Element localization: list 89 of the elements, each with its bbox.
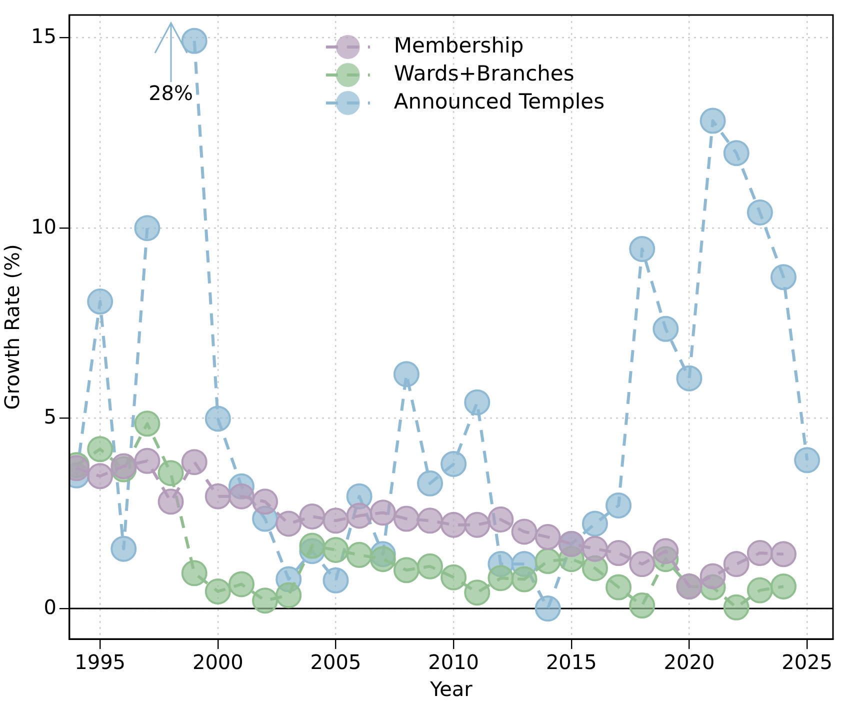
point (746, 577, 773, 604)
point (276, 582, 302, 608)
point (252, 488, 278, 515)
point (652, 316, 679, 342)
point (511, 518, 538, 545)
point (770, 573, 797, 600)
x-tick-label: 2010 (428, 650, 480, 674)
point (770, 264, 797, 290)
point (204, 406, 231, 432)
point (346, 502, 372, 529)
y-axis-title: Growth Rate (%) (0, 244, 24, 410)
point (322, 508, 349, 534)
point (676, 365, 702, 392)
point (322, 567, 349, 594)
point (488, 506, 514, 533)
point (606, 574, 632, 600)
point (228, 483, 254, 510)
point (582, 536, 608, 562)
x-tick-label: 1995 (74, 650, 126, 674)
point (87, 463, 114, 490)
point (534, 596, 561, 622)
point (417, 553, 444, 580)
point (370, 546, 396, 572)
point (393, 557, 420, 584)
point (606, 540, 632, 566)
point (464, 512, 490, 538)
point (158, 460, 184, 486)
point (794, 447, 820, 474)
point (252, 588, 278, 614)
point (534, 524, 561, 550)
legend-label: Wards+Branches (394, 61, 574, 86)
point (417, 508, 444, 534)
point (700, 108, 726, 134)
point (393, 361, 420, 388)
point (723, 551, 750, 578)
point (181, 449, 208, 476)
point (770, 541, 797, 568)
point (346, 542, 372, 568)
x-tick-label: 2025 (782, 650, 833, 674)
point (110, 536, 137, 562)
point (87, 436, 114, 462)
point (606, 492, 632, 518)
y-tick-label: 15 (30, 24, 56, 48)
annotation: 28% (148, 81, 194, 106)
point (700, 563, 726, 590)
point (746, 199, 773, 226)
point (299, 532, 326, 559)
point (417, 470, 444, 496)
point (158, 488, 184, 515)
point (652, 538, 679, 564)
point (322, 536, 349, 563)
point (629, 592, 656, 619)
point (629, 551, 656, 578)
point (134, 410, 160, 437)
x-tick-label: 2015 (546, 650, 597, 674)
point (393, 506, 420, 532)
point (582, 510, 608, 537)
point (440, 512, 467, 538)
x-tick-label: 2005 (310, 650, 362, 674)
x-tick-label: 2000 (192, 650, 244, 674)
x-tick-label: 2020 (664, 650, 715, 674)
point (134, 215, 160, 242)
point (464, 580, 490, 606)
y-tick-label: 5 (44, 404, 56, 429)
point (87, 288, 114, 315)
point (488, 565, 514, 592)
point (181, 560, 208, 586)
x-axis-title: Year (429, 677, 474, 702)
point (204, 483, 231, 510)
point (228, 571, 254, 598)
point (299, 503, 326, 530)
point (370, 500, 396, 526)
point (746, 540, 773, 566)
y-tick-label: 10 (30, 214, 56, 238)
point (629, 236, 656, 262)
point (723, 594, 750, 620)
point (440, 564, 467, 590)
y-tick-label: 0 (44, 594, 56, 619)
point (204, 578, 231, 604)
point (723, 140, 750, 166)
point (134, 448, 160, 474)
legend-label: Membership (394, 33, 524, 58)
point (534, 548, 561, 574)
legend-label: Announced Temples (394, 89, 605, 114)
point (276, 510, 302, 537)
point (181, 28, 208, 54)
point (464, 389, 490, 416)
point (440, 450, 467, 477)
point (511, 566, 538, 592)
